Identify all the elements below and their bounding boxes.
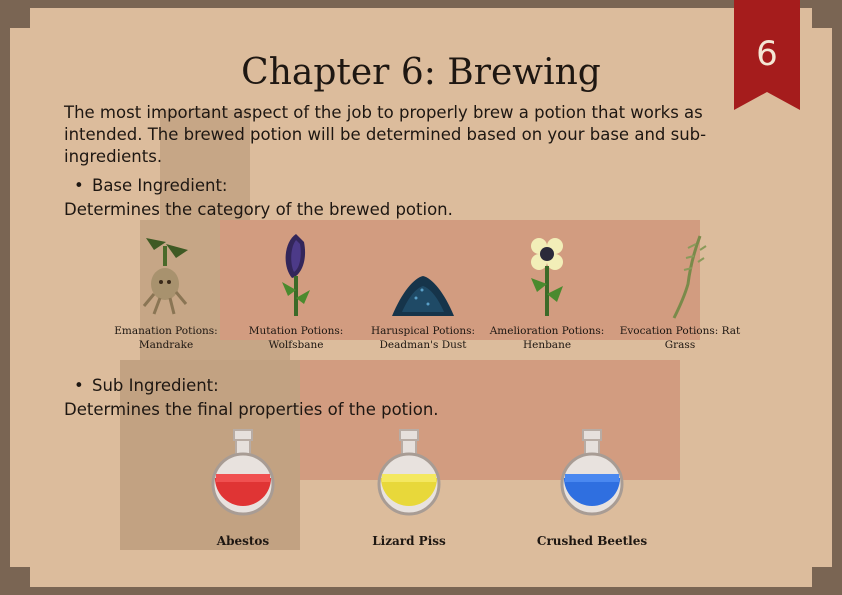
ingredient-label: Haruspical Potions: Deadman's Dust	[370, 325, 476, 351]
potion-label: Abestos	[216, 534, 270, 548]
potion-label: Crushed Beetles	[536, 534, 648, 548]
ingredient-label: Evocation Potions: Rat Grass	[619, 325, 741, 351]
ingredient-label: Emanation Potions: Mandrake	[114, 325, 218, 351]
potion-lizard-piss: Lizard Piss	[339, 428, 479, 548]
base-ingredient-description: Determines the category of the brewed po…	[64, 200, 453, 219]
bullet-dot-icon: •	[74, 176, 84, 195]
red-potion-icon	[211, 429, 275, 516]
chapter-title: Chapter 6: Brewing	[241, 52, 601, 93]
base-ingredient-bullet: • Base Ingredient:	[74, 176, 228, 195]
bullet-dot-icon: •	[74, 376, 84, 395]
sub-ingredient-heading: Sub Ingredient:	[92, 376, 219, 395]
page-corner-bottom-right	[812, 567, 832, 587]
sub-ingredient-bullet: • Sub Ingredient:	[74, 376, 219, 395]
bookmark-ribbon	[734, 0, 800, 110]
henbane-icon	[531, 238, 563, 316]
dust-pile-icon	[392, 276, 454, 316]
ingredient-wolfsbane: Mutation Potions: Wolfsbane	[233, 232, 359, 352]
ingredient-label: Amelioration Potions: Henbane	[489, 325, 605, 351]
potion-crushed-beetles: Crushed Beetles	[522, 428, 662, 548]
yellow-potion-icon	[377, 429, 441, 516]
game-logo-watermark	[120, 110, 700, 550]
potion-abestos: Abestos	[173, 428, 313, 548]
rat-grass-icon	[672, 235, 707, 319]
page-corner-top-left	[10, 8, 30, 28]
ingredient-mandrake: Emanation Potions: Mandrake	[103, 232, 229, 352]
base-ingredient-heading: Base Ingredient:	[92, 176, 228, 195]
intro-paragraph: The most important aspect of the job to …	[64, 103, 707, 166]
page-corner-bottom-left	[10, 567, 30, 587]
ingredient-henbane: Amelioration Potions: Henbane	[484, 232, 610, 352]
wolfsbane-icon	[282, 234, 310, 316]
ingredient-deadmans-dust: Haruspical Potions: Deadman's Dust	[360, 232, 486, 352]
mandrake-icon	[142, 238, 188, 315]
ingredient-rat-grass: Evocation Potions: Rat Grass	[617, 232, 743, 352]
potion-label: Lizard Piss	[372, 534, 446, 548]
blue-potion-icon	[560, 429, 624, 516]
page-number: 6	[756, 34, 778, 74]
page-corner-top-right	[812, 8, 832, 28]
ingredient-label: Mutation Potions: Wolfsbane	[248, 325, 344, 351]
sub-ingredient-description: Determines the final properties of the p…	[64, 400, 439, 419]
